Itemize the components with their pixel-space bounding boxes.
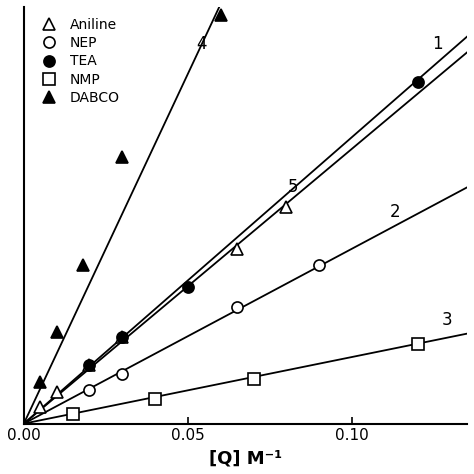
Text: 2: 2	[390, 203, 400, 221]
Legend: Aniline, NEP, TEA, NMP, DABCO: Aniline, NEP, TEA, NMP, DABCO	[31, 14, 124, 109]
Text: 3: 3	[442, 311, 453, 329]
X-axis label: [Q] M⁻¹: [Q] M⁻¹	[209, 449, 282, 467]
Text: 4: 4	[196, 35, 206, 53]
Text: 1: 1	[432, 35, 443, 53]
Text: 5: 5	[288, 178, 298, 196]
